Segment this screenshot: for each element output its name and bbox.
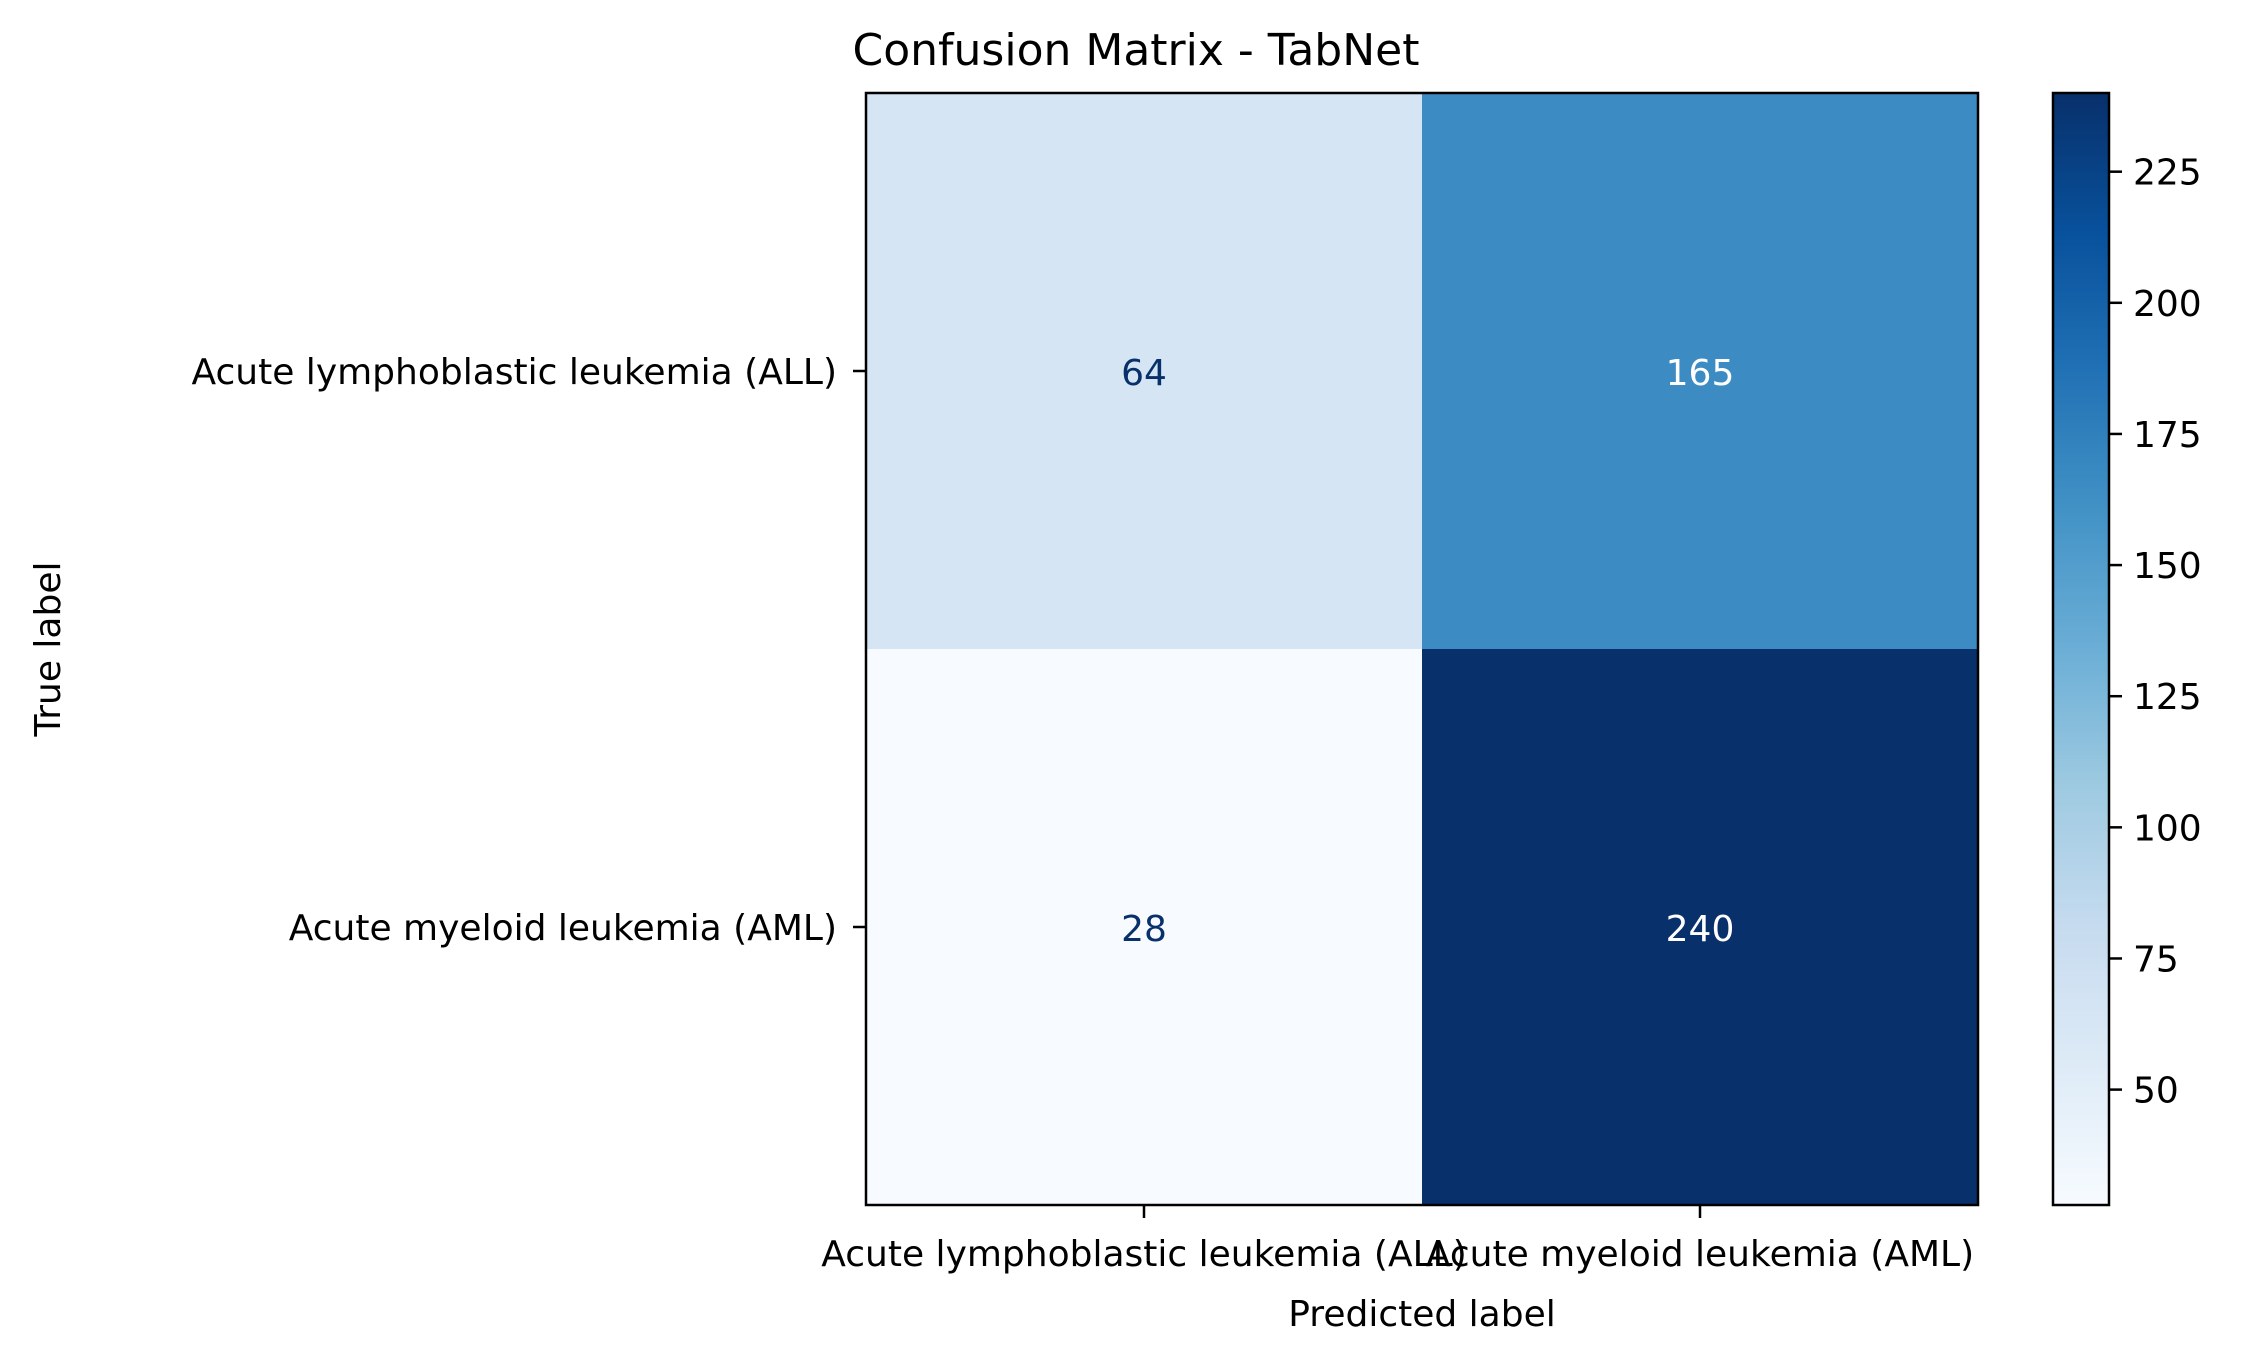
y-axis-label: True label: [28, 562, 69, 738]
colorbar: [2051, 91, 2111, 1207]
colorbar-tick-label: 200: [2133, 284, 2202, 325]
colorbar-tick-label: 175: [2133, 415, 2202, 456]
heatmap-cell: [866, 649, 1422, 1205]
colorbar-tick-label: 50: [2133, 1071, 2179, 1112]
y-tick-label: Acute myeloid leukemia (AML): [289, 908, 837, 949]
x-tick-label: Acute lymphoblastic leukemia (ALL): [821, 1234, 1467, 1275]
plot-frame: [864, 91, 1980, 1207]
colorbar-tick-label: 150: [2133, 546, 2202, 587]
x-tick-label: Acute myeloid leukemia (AML): [1426, 1234, 1974, 1275]
colorbar-tick-label: 225: [2133, 153, 2202, 194]
x-axis-ticks: Acute lymphoblastic leukemia (ALL)Acute …: [821, 1205, 1974, 1275]
x-axis-label: Predicted label: [1288, 1294, 1556, 1335]
cell-value-label: 165: [1666, 353, 1735, 394]
cell-value-label: 64: [1121, 353, 1167, 394]
heatmap-cell: [1422, 93, 1978, 649]
cell-value-label: 240: [1666, 909, 1735, 950]
heatmap-cell: [1422, 649, 1978, 1205]
colorbar-tick-label: 100: [2133, 808, 2202, 849]
heatmap-cell-labels: 64 165 28 240: [1121, 353, 1734, 950]
heatmap-cell: [866, 93, 1422, 649]
colorbar-tick-label: 75: [2133, 939, 2179, 980]
y-tick-label: Acute lymphoblastic leukemia (ALL): [192, 352, 838, 393]
y-axis-ticks: Acute lymphoblastic leukemia (ALL) Acute …: [192, 352, 866, 949]
colorbar-tick-label: 125: [2133, 677, 2202, 718]
chart-title: Confusion Matrix - TabNet: [853, 25, 1420, 76]
heatmap-cells: [866, 93, 1978, 1205]
colorbar-ticks: 50 75 100 125 150 175 200 225: [2109, 153, 2202, 1112]
cell-value-label: 28: [1121, 909, 1167, 950]
